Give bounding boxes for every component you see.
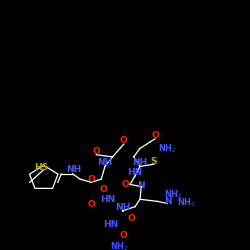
Text: O: O (88, 200, 95, 209)
Text: NH: NH (66, 165, 82, 174)
Text: N: N (164, 197, 171, 206)
Text: HS: HS (34, 163, 48, 172)
Text: NH: NH (132, 158, 148, 167)
Text: O: O (128, 214, 135, 223)
Text: O: O (88, 175, 95, 184)
Text: O: O (151, 131, 159, 140)
Text: HN: HN (104, 220, 119, 229)
Text: O: O (120, 231, 128, 240)
Text: NH: NH (115, 203, 130, 212)
Text: NH$_2$: NH$_2$ (164, 189, 183, 201)
Text: HN: HN (128, 168, 142, 177)
Text: O: O (100, 185, 108, 194)
Text: N: N (138, 181, 145, 190)
Text: NH$_2$: NH$_2$ (177, 196, 196, 209)
Text: HN: HN (100, 195, 115, 204)
Text: NH$_2$: NH$_2$ (158, 142, 177, 155)
Text: O: O (121, 180, 129, 189)
Text: S: S (150, 156, 157, 166)
Text: NH$_2$: NH$_2$ (110, 241, 130, 250)
Text: O: O (92, 147, 100, 156)
Text: O: O (120, 136, 128, 145)
Text: NH: NH (98, 158, 112, 167)
